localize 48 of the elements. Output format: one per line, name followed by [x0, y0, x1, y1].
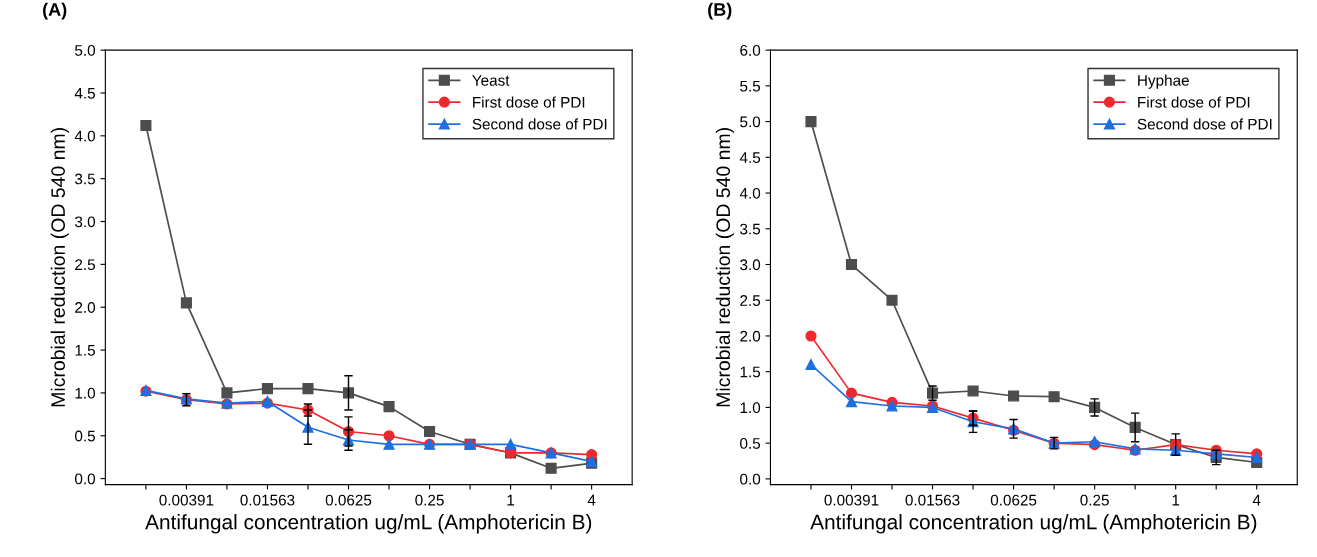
x-tick-label: 0.25: [415, 494, 444, 506]
legend-label: Second dose of PDI: [472, 118, 607, 130]
y-axis-title: Microbial reduction (OD 540 nm): [715, 128, 734, 407]
y-tick-label: 0.5: [740, 438, 761, 449]
y-tick-label: 1.0: [75, 387, 96, 399]
y-tick-label: 4.0: [74, 130, 96, 142]
y-tick-label: 3.0: [740, 259, 761, 271]
legend-label: Yeast: [472, 75, 510, 86]
y-tick-label: 3.0: [74, 216, 96, 228]
x-tick-label: 1: [507, 494, 515, 506]
y-tick-label: 2.0: [75, 302, 96, 313]
x-axis-title: Antifungal concentration ug/mL (Amphotericin B): [145, 514, 592, 534]
y-tick-label: 5.5: [740, 80, 761, 92]
y-tick-label: 6.0: [740, 45, 761, 56]
x-tick-label: 0.0625: [990, 494, 1037, 506]
y-tick-label: 5.0: [740, 116, 761, 128]
y-tick-label: 1.5: [740, 366, 761, 378]
x-tick-label: 0.25: [1080, 494, 1109, 506]
y-tick-label: 2.5: [75, 259, 95, 271]
x-tick-label: 0.01563: [905, 494, 960, 506]
x-axis-title: Antifungal concentration ug/mL (Amphotericin B): [810, 514, 1257, 534]
x-tick-label: 0.0625: [325, 494, 372, 506]
y-tick-label: 2.0: [740, 330, 761, 342]
y-tick-label: 1.5: [75, 345, 95, 356]
x-tick-label: 0.01563: [240, 494, 295, 506]
x-tick-label: 4: [1252, 494, 1261, 506]
y-axis-title: Microbial reduction (OD 540 nm): [50, 128, 69, 407]
x-tick-label: 1: [1172, 494, 1180, 506]
y-tick-label: 5.0: [75, 45, 96, 56]
chart-title: (B): [708, 2, 732, 20]
x-tick-label: 0.00391: [824, 494, 879, 506]
y-tick-label: 0.5: [75, 430, 95, 442]
y-tick-label: 3.5: [740, 223, 761, 235]
y-tick-label: 0.0: [75, 473, 96, 485]
y-tick-label: 3.5: [74, 173, 95, 185]
x-tick-label: 4: [587, 494, 596, 506]
x-tick-label: 0.00391: [159, 494, 214, 506]
legend-label: First dose of PDI: [1138, 96, 1250, 108]
legend-label: First dose of PDI: [473, 96, 585, 108]
chart-title: (A): [43, 2, 67, 20]
legend-label: Hyphae: [1138, 74, 1189, 89]
y-tick-label: 4.0: [739, 187, 761, 199]
y-tick-label: 1.0: [740, 402, 761, 414]
y-tick-label: 4.5: [739, 152, 761, 163]
y-tick-label: 4.5: [74, 88, 95, 99]
y-tick-label: 0.0: [740, 473, 761, 485]
legend-label: Second dose of PDI: [1137, 118, 1272, 130]
y-tick-label: 2.5: [740, 295, 761, 306]
